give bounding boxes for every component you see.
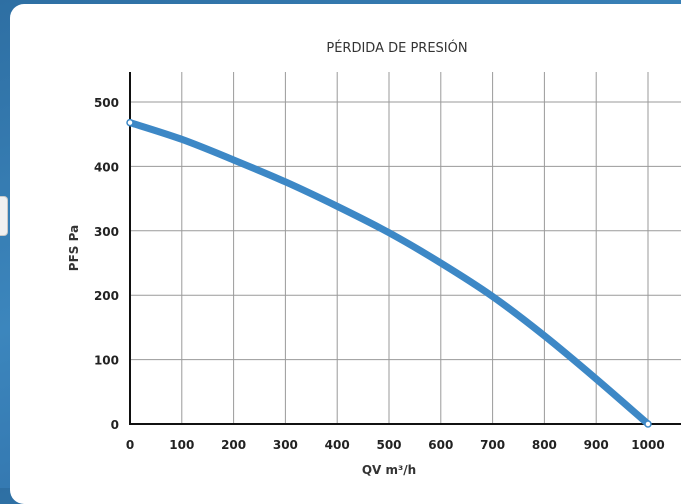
y-tick-label: 100	[94, 354, 119, 368]
curve-start-point	[126, 118, 134, 127]
grid	[130, 72, 681, 424]
chart-title: PÉRDIDA DE PRESIÓN	[326, 40, 467, 56]
x-tick-label: 700	[480, 438, 505, 452]
axes	[129, 72, 681, 425]
x-tick-label: 100	[169, 438, 194, 452]
x-tick-label: 0	[126, 438, 134, 452]
x-tick-label: 800	[532, 438, 557, 452]
pressure-curve	[126, 119, 652, 428]
y-tick-label: 0	[111, 418, 119, 432]
x-tick-label: 400	[325, 438, 350, 452]
series-layer	[126, 118, 652, 428]
y-axis-label: PFS Pa	[67, 225, 81, 271]
x-tick-labels: 0 100 200 300 400 500 600 700 800 900 1000	[126, 438, 665, 452]
curve-end-point	[644, 420, 652, 428]
x-tick-label: 600	[428, 438, 453, 452]
x-tick-label: 200	[221, 438, 246, 452]
chart-card	[10, 4, 681, 504]
y-tick-label: 500	[94, 96, 119, 110]
y-tick-label: 300	[94, 225, 119, 239]
x-tick-label: 300	[273, 438, 298, 452]
y-tick-label: 200	[94, 289, 119, 303]
x-tick-label: 500	[376, 438, 401, 452]
y-tick-label: 400	[94, 160, 119, 174]
y-tick-labels: 0 100 200 300 400 500	[94, 96, 119, 432]
x-axis-label: QV m³/h	[362, 463, 416, 477]
x-tick-label: 1000	[631, 438, 664, 452]
pressure-loss-chart: PÉRDIDA DE PRESIÓN 0 100 200 300 400 500 600 70…	[67, 40, 681, 477]
x-tick-label: 900	[584, 438, 609, 452]
side-handle[interactable]	[0, 196, 8, 236]
